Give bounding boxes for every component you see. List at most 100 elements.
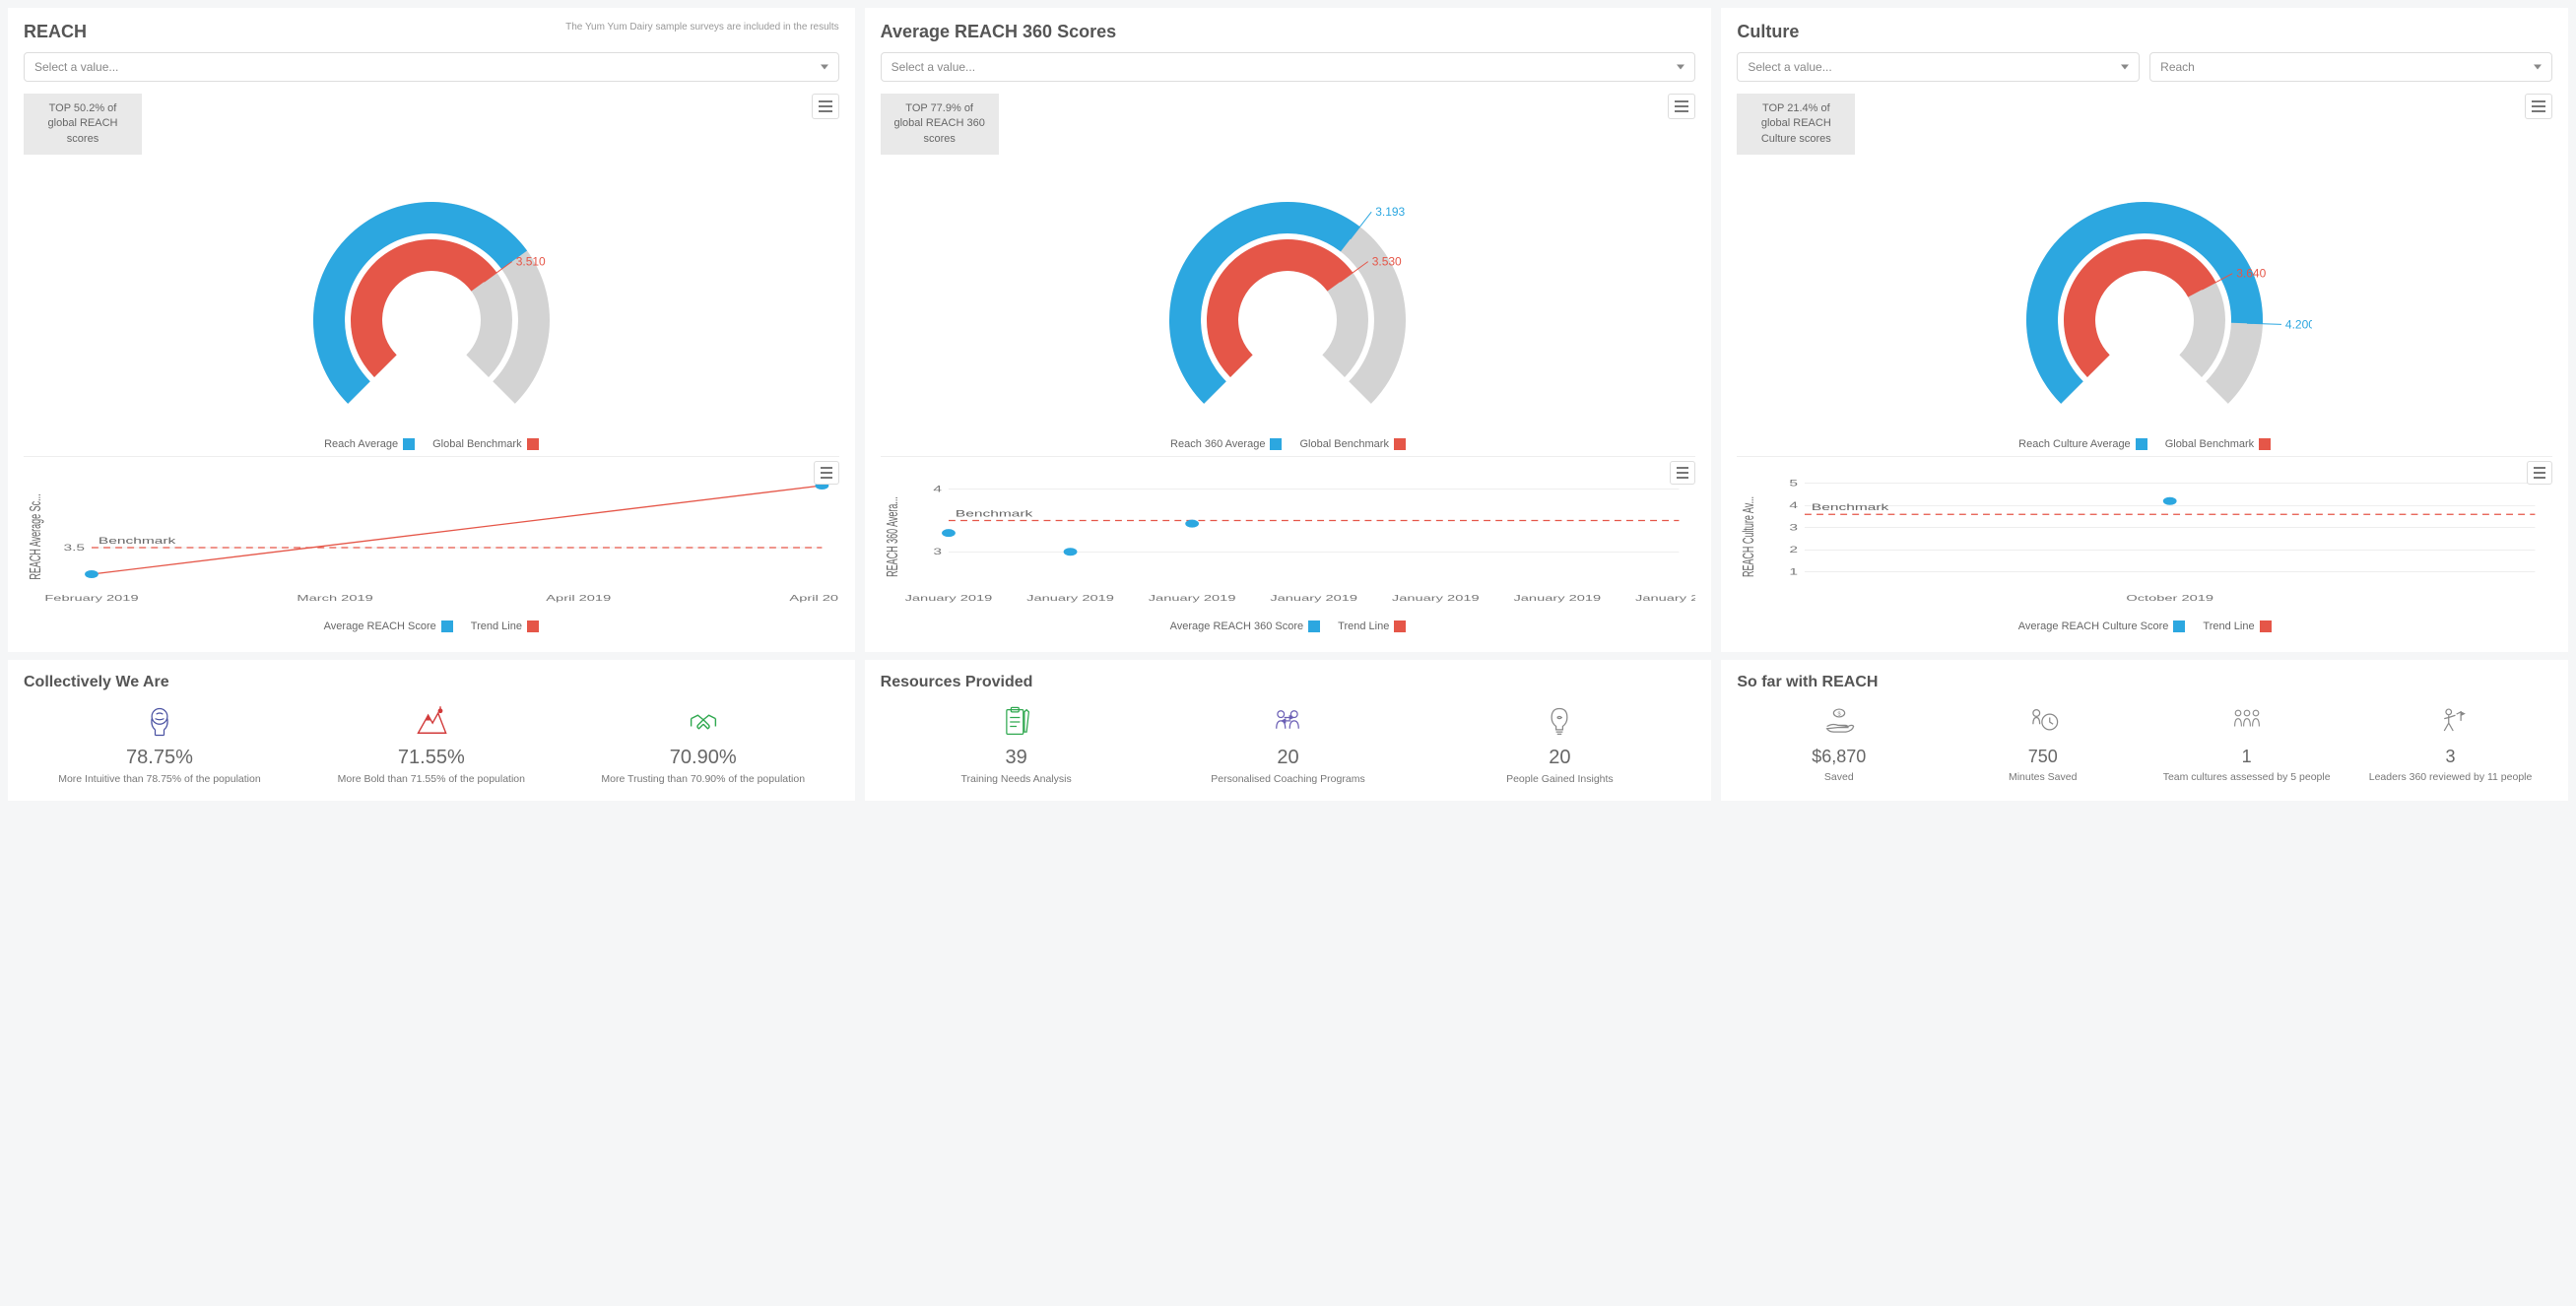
stat-desc: Minutes Saved xyxy=(1947,771,2139,785)
svg-text:January 2019: January 2019 xyxy=(904,593,992,603)
svg-text:3.530: 3.530 xyxy=(1372,255,1402,269)
mountain-icon xyxy=(301,703,561,741)
stat-desc: Training Needs Analysis xyxy=(887,773,1147,787)
top-badge: TOP 77.9% of global REACH 360 scores xyxy=(881,94,999,155)
svg-text:January 2019: January 2019 xyxy=(1270,593,1357,603)
legend-item[interactable]: Reach 360 Average xyxy=(1170,438,1282,450)
legend-item[interactable]: Average REACH 360 Score xyxy=(1170,620,1321,632)
stat-desc: Team cultures assessed by 5 people xyxy=(2150,771,2343,785)
svg-text:January 2019: January 2019 xyxy=(1392,593,1480,603)
svg-text:REACH Average Sc...: REACH Average Sc... xyxy=(28,494,44,580)
legend-item[interactable]: Average REACH Score xyxy=(324,620,453,632)
stat-item: 39 Training Needs Analysis xyxy=(881,703,1153,787)
trend-menu-button[interactable] xyxy=(1670,461,1695,485)
svg-text:1: 1 xyxy=(1790,567,1799,577)
trend-chart-box: REACH Culture Av...12345BenchmarkOctober… xyxy=(1737,456,2552,632)
trend-chart-box: REACH Average Sc...3.5BenchmarkFebruary … xyxy=(24,456,839,632)
panel-reach-360: Average REACH 360 Scores Select a value.… xyxy=(865,8,1712,652)
stat-desc: More Bold than 71.55% of the population xyxy=(301,773,561,787)
svg-text:April 2019: April 2019 xyxy=(789,593,838,603)
panel-culture: Culture Select a value... Reach TOP 21.4… xyxy=(1721,8,2568,652)
stat-desc: Leaders 360 reviewed by 11 people xyxy=(2354,771,2546,785)
select-value[interactable]: Select a value... xyxy=(881,52,1696,82)
stat-item: 1Team cultures assessed by 5 people xyxy=(2145,703,2348,785)
top-badge: TOP 21.4% of global REACH Culture scores xyxy=(1737,94,1855,155)
legend-item[interactable]: Trend Line xyxy=(2203,620,2271,632)
select-row: Select a value... Reach xyxy=(1737,52,2552,82)
legend-item[interactable]: Reach Culture Average xyxy=(2018,438,2147,450)
trend-chart-box: REACH 360 Avera...34BenchmarkJanuary 201… xyxy=(881,456,1696,632)
team-icon xyxy=(2150,703,2343,741)
legend-item[interactable]: Average REACH Culture Score xyxy=(2018,620,2186,632)
stat-desc: People Gained Insights xyxy=(1429,773,1689,787)
legend-item[interactable]: Global Benchmark xyxy=(432,438,539,450)
gauge-chart: 3.510 xyxy=(24,163,839,428)
panel-title: Average REACH 360 Scores xyxy=(881,22,1116,42)
stat-value: 20 xyxy=(1429,747,1689,769)
panel-note: The Yum Yum Dairy sample surveys are inc… xyxy=(565,22,839,33)
stat-item: 20Personalised Coaching Programs xyxy=(1153,703,1424,787)
clipboard-icon xyxy=(887,703,1147,741)
stat-item: 78.75%More Intuitive than 78.75% of the … xyxy=(24,703,296,787)
legend-item[interactable]: Trend Line xyxy=(1338,620,1406,632)
svg-text:3: 3 xyxy=(933,548,942,557)
select-value[interactable]: Select a value... xyxy=(1737,52,2140,82)
trend-menu-button[interactable] xyxy=(2527,461,2552,485)
svg-text:4: 4 xyxy=(1790,501,1799,511)
chart-menu-button[interactable] xyxy=(812,94,839,119)
svg-text:Benchmark: Benchmark xyxy=(1812,503,1889,513)
chart-menu-button[interactable] xyxy=(1668,94,1695,119)
top-badge: TOP 50.2% of global REACH scores xyxy=(24,94,142,155)
svg-text:February 2019: February 2019 xyxy=(44,593,139,603)
legend-item[interactable]: Reach Average xyxy=(324,438,415,450)
lightbulb-icon xyxy=(1429,703,1689,741)
gauge-header-row: TOP 77.9% of global REACH 360 scores xyxy=(881,94,1696,155)
legend-item[interactable]: Global Benchmark xyxy=(2165,438,2272,450)
stat-item: 750 Minutes Saved xyxy=(1941,703,2145,785)
select-row: Select a value... xyxy=(24,52,839,82)
gauge-header-row: TOP 21.4% of global REACH Culture scores xyxy=(1737,94,2552,155)
svg-text:January 2019: January 2019 xyxy=(1148,593,1235,603)
select-value[interactable]: Select a value... xyxy=(24,52,839,82)
panel-header: Average REACH 360 Scores xyxy=(881,22,1696,42)
stat-item: 20 People Gained Insights xyxy=(1423,703,1695,787)
gauge-legend: Reach Average Global Benchmark xyxy=(24,438,839,450)
svg-text:3: 3 xyxy=(1790,523,1799,533)
legend-item[interactable]: Trend Line xyxy=(471,620,539,632)
svg-text:2: 2 xyxy=(1790,546,1799,555)
select-row: Select a value... xyxy=(881,52,1696,82)
stat-value: 71.55% xyxy=(301,747,561,769)
svg-text:4.200: 4.200 xyxy=(2285,318,2312,332)
svg-text:REACH Culture Av...: REACH Culture Av... xyxy=(1741,496,1757,577)
svg-text:3.510: 3.510 xyxy=(516,255,546,269)
panel-sofar: So far with REACH $$6,870Saved 750 Minutes… xyxy=(1721,660,2568,801)
select-reach[interactable]: Reach xyxy=(2149,52,2552,82)
stat-row: 39 Training Needs Analysis 20Personalised … xyxy=(881,703,1696,787)
panel-title: Culture xyxy=(1737,22,1799,42)
stat-desc: More Trusting than 70.90% of the populat… xyxy=(573,773,833,787)
panel-header: Culture xyxy=(1737,22,2552,42)
clock-icon xyxy=(1947,703,2139,741)
legend-item[interactable]: Global Benchmark xyxy=(1299,438,1406,450)
gauge-legend: Reach Culture Average Global Benchmark xyxy=(1737,438,2552,450)
svg-text:April 2019: April 2019 xyxy=(546,593,611,603)
gauge-legend: Reach 360 Average Global Benchmark xyxy=(881,438,1696,450)
stat-value: 39 xyxy=(887,747,1147,769)
handshake-icon xyxy=(573,703,833,741)
svg-text:3.5: 3.5 xyxy=(64,543,86,553)
svg-text:5: 5 xyxy=(1790,479,1799,489)
stat-item: 70.90%More Trusting than 70.90% of the p… xyxy=(567,703,839,787)
panel-resources: Resources Provided 39Training Needs Anal… xyxy=(865,660,1712,801)
stat-value: $6,870 xyxy=(1743,747,1935,767)
trend-legend: Average REACH Score Trend Line xyxy=(24,620,839,632)
stat-item: $$6,870Saved xyxy=(1737,703,1941,785)
svg-text:March 2019: March 2019 xyxy=(297,593,373,603)
gauge-chart: 3.5303.193 xyxy=(881,163,1696,428)
chart-menu-button[interactable] xyxy=(2525,94,2552,119)
stat-row: $$6,870Saved 750 Minutes Saved 1Team cultur… xyxy=(1737,703,2552,785)
bottom-title: So far with REACH xyxy=(1737,674,2552,691)
stat-value: 750 xyxy=(1947,747,2139,767)
trend-menu-button[interactable] xyxy=(814,461,839,485)
bottom-title: Collectively We Are xyxy=(24,674,839,691)
svg-text:4: 4 xyxy=(933,485,942,494)
